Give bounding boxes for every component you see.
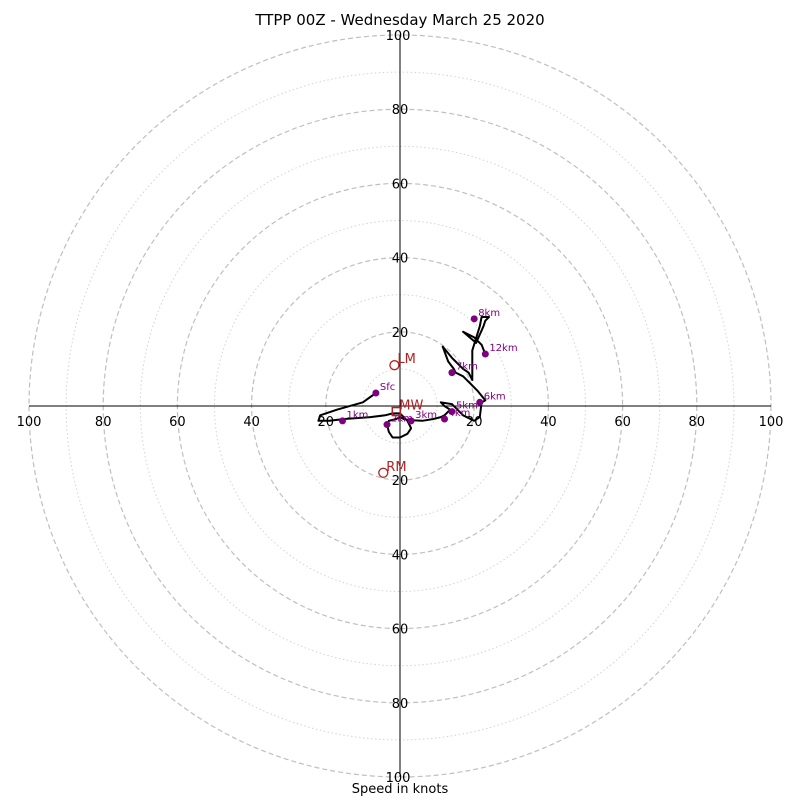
storm-label-lm: LM [397, 352, 415, 367]
storm-motion-markers: LM RM MW [378, 352, 424, 478]
y-tick-label-up-20: 20 [392, 326, 409, 341]
x-tick-label-left-20: 20 [318, 415, 335, 430]
y-tick-label-down-60: 60 [392, 623, 409, 638]
storm-marker-lm [389, 360, 400, 371]
height-label-12km: 12km [489, 343, 517, 354]
height-marker-12km [481, 350, 489, 358]
height-label-4km: 4km [449, 408, 471, 419]
chart-title: TTPP 00Z - Wednesday March 25 2020 [255, 11, 545, 29]
y-tick-label-up-40: 40 [392, 252, 409, 267]
height-marker-2km [383, 421, 391, 429]
x-axis-label: Speed in knots [351, 782, 449, 797]
x-tick-label-left-40: 40 [243, 415, 260, 430]
x-tick-label-right-80: 80 [689, 415, 706, 430]
x-tick-label-left-100: 100 [17, 415, 42, 430]
height-label-8km: 8km [478, 308, 500, 319]
height-label-3km: 3km [415, 410, 437, 421]
height-label-6km: 6km [484, 391, 506, 402]
height-marker-8km [470, 315, 478, 323]
x-tick-label-right-60: 60 [614, 415, 631, 430]
height-label-sfc: Sfc [380, 382, 395, 393]
x-tick-label-left-80: 80 [95, 415, 112, 430]
y-tick-label-up-60: 60 [392, 177, 409, 192]
y-tick-label-down-40: 40 [392, 548, 409, 563]
y-tick-label-down-20: 20 [392, 474, 409, 489]
height-marker-6km [476, 398, 484, 406]
storm-label-mw: MW [399, 399, 423, 414]
axes [29, 35, 771, 777]
x-tick-label-left-60: 60 [169, 415, 186, 430]
height-label-7km: 7km [456, 362, 478, 373]
height-marker-7km [448, 369, 456, 377]
storm-label-rm: RM [386, 460, 406, 475]
height-marker-sfc [372, 389, 380, 397]
y-tick-label-up-80: 80 [392, 103, 409, 118]
height-label-5km: 5km [456, 401, 478, 412]
x-tick-label-right-40: 40 [540, 415, 557, 430]
height-label-2km: 2km [391, 414, 413, 425]
storm-marker-mw [391, 406, 402, 417]
storm-marker-rm [378, 467, 389, 478]
y-tick-label-down-80: 80 [392, 697, 409, 712]
height-marker-5km [448, 408, 456, 416]
x-tick-label-right-100: 100 [759, 415, 784, 430]
y-tick-label-down-100: 100 [386, 771, 411, 786]
height-marker-3km [407, 417, 415, 425]
height-marker-1km [338, 417, 346, 425]
height-marker-4km [441, 415, 449, 423]
height-label-1km: 1km [346, 410, 368, 421]
y-tick-label-up-100: 100 [386, 29, 411, 44]
